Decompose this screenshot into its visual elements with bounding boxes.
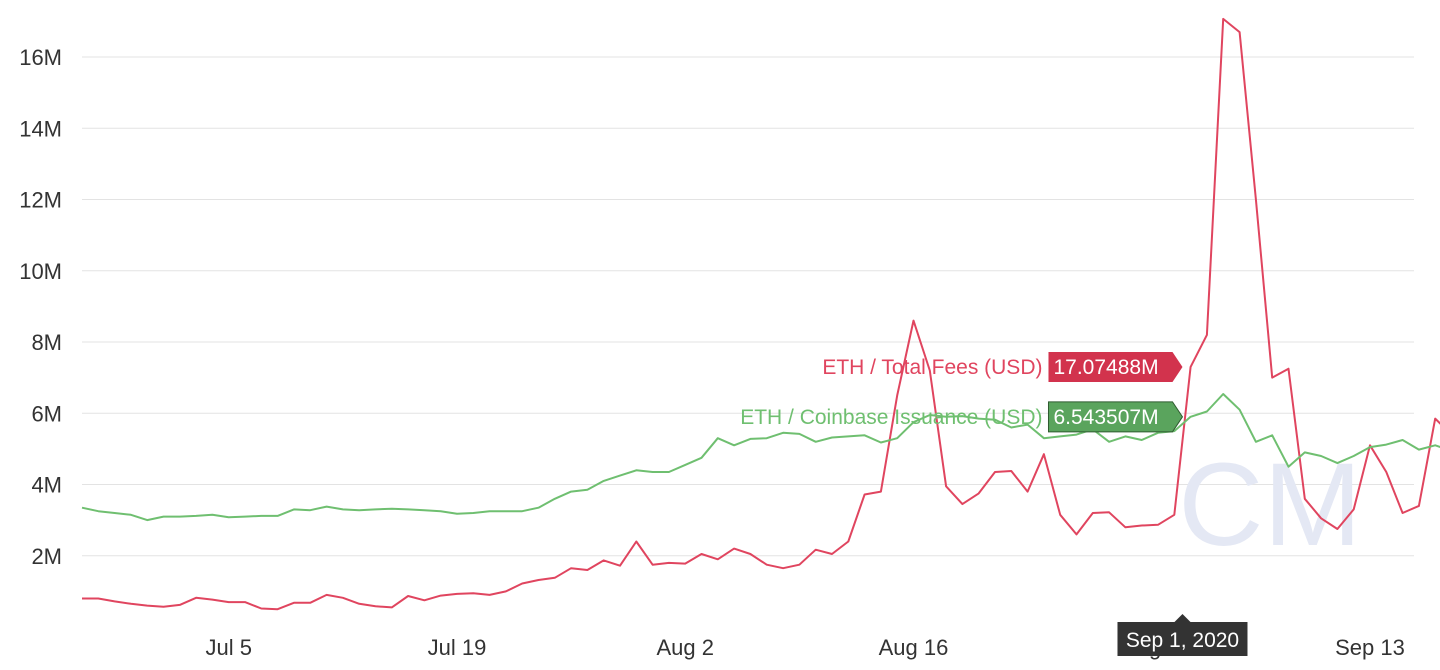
series-value-labels: 17.07488M ETH / Total Fees (USD) 6.543507M…	[740, 351, 1184, 433]
series-name-label: ETH / Total Fees (USD)	[822, 356, 1042, 379]
total-fees-value-tag: 17.07488M ETH / Total Fees (USD)	[822, 351, 1183, 382]
x-tick-label: Sep 13	[1335, 635, 1405, 660]
y-tick-label: 2M	[31, 544, 62, 569]
y-tick-label: 12M	[19, 188, 62, 213]
series-lines	[81, 17, 1440, 611]
highlight-date-marker: Sep 1, 2020	[1117, 614, 1248, 656]
total-fees-line	[82, 17, 1440, 611]
x-tick-label: Jul 19	[428, 635, 487, 660]
cm-watermark-logo: CM	[1178, 439, 1362, 571]
value-tag-box	[1047, 401, 1184, 433]
y-tick-label: 14M	[19, 116, 62, 141]
y-tick-label: 4M	[31, 473, 62, 498]
coinbase-issuance-value-tag: 6.543507M ETH / Coinbase Issuance (USD)	[740, 401, 1184, 433]
y-tick-label: 10M	[19, 259, 62, 284]
series-name-label: ETH / Coinbase Issuance (USD)	[740, 406, 1042, 429]
y-tick-label: 8M	[31, 330, 62, 355]
coinbase-issuance-line	[81, 393, 1440, 522]
x-tick-label: Aug 2	[656, 635, 714, 660]
date-tooltip-box	[1117, 614, 1248, 656]
value-tag-text: 6.543507M	[1053, 406, 1158, 429]
date-tooltip-text: Sep 1, 2020	[1126, 629, 1239, 652]
y-tick-label: 6M	[31, 401, 62, 426]
value-tag-text: 17.07488M	[1053, 356, 1158, 379]
x-tick-label: Aug 16	[879, 635, 949, 660]
y-tick-label: 16M	[19, 45, 62, 70]
value-tag-box	[1048, 351, 1183, 382]
x-tick-label: Jul 5	[205, 635, 251, 660]
grid-lines	[82, 56, 1414, 557]
y-axis-ticks: 2M 4M 6M 8M 10M 12M 14M 16M	[19, 45, 62, 569]
